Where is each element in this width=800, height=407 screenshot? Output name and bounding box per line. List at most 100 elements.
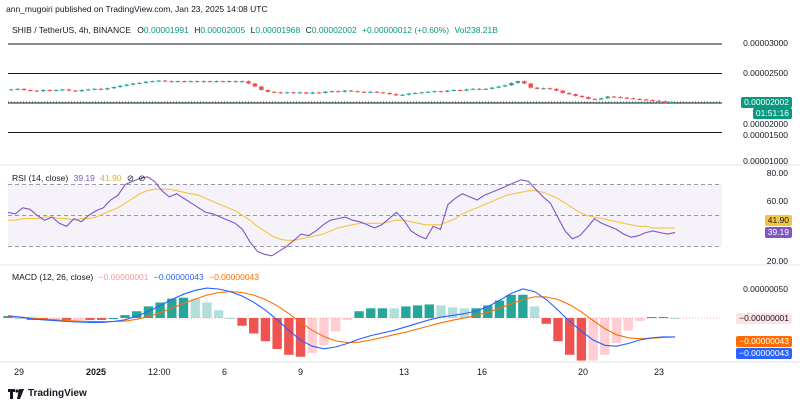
macd-histogram-bar [670, 318, 680, 319]
eye-off-icon[interactable]: ⊘ [126, 173, 135, 183]
macd-histogram-bar [85, 318, 95, 320]
candle [73, 90, 78, 92]
candle [175, 81, 181, 83]
candle [156, 80, 161, 82]
candle [259, 86, 264, 91]
candle [291, 92, 296, 94]
candle [374, 91, 380, 93]
macd-histogram-bar [143, 306, 154, 318]
candle [432, 91, 437, 93]
candle [470, 88, 476, 90]
candle [310, 92, 315, 94]
candle [560, 90, 566, 93]
macd-histogram-bar [424, 304, 434, 318]
candle [336, 91, 341, 93]
macd-histogram-bar [506, 294, 516, 318]
candle [194, 81, 200, 83]
macd-histogram-bar [366, 308, 376, 318]
candle [47, 90, 52, 92]
low-label: L [250, 25, 256, 35]
candle [457, 90, 463, 92]
candle [502, 85, 508, 87]
price-label-30: 0.00003000 [743, 38, 788, 48]
candle [246, 81, 251, 84]
macd-histogram-bar [237, 318, 247, 326]
candle [522, 81, 527, 84]
macd-histogram-bar [447, 307, 458, 318]
candle [477, 88, 482, 90]
current-price-tag: 0.00002002 [741, 97, 792, 108]
time-label: 23 [654, 367, 665, 377]
change-value: +0.00000012 (+0.60%) [362, 25, 450, 35]
macd-histogram-bar [494, 300, 505, 318]
candle [227, 81, 232, 83]
macd-line-tag: −0.00000043 [736, 348, 792, 359]
tradingview-logo-icon [8, 388, 24, 399]
price-label-20: 0.00002000 [743, 119, 788, 129]
candle [624, 97, 630, 99]
time-label: 9 [298, 367, 304, 377]
macd-histogram-bar [658, 317, 668, 319]
candle [509, 82, 514, 86]
macd-histogram-bar [178, 297, 189, 318]
candle [111, 87, 117, 89]
candle [130, 83, 136, 85]
macd-histogram-bar [319, 318, 329, 346]
rsi-tag: 39.19 [764, 227, 792, 238]
macd-histogram-bar [354, 311, 364, 318]
candle [8, 89, 14, 91]
candle [425, 91, 431, 93]
candle [278, 92, 283, 94]
macd-title[interactable]: MACD (12, 26, close) [12, 272, 94, 282]
macd-histogram-bar [389, 308, 399, 318]
macd-histogram-bar [401, 306, 411, 318]
rsi-axis-60: 60.00 [766, 196, 788, 206]
macd-histogram-bar [132, 311, 142, 318]
candle [541, 88, 546, 90]
candle-countdown: 01:51:16 [752, 108, 792, 119]
candle [342, 90, 347, 92]
candle [406, 93, 412, 95]
rsi-axis-20: 20.00 [766, 256, 788, 266]
macd-histogram-bar [15, 318, 25, 319]
candle [92, 88, 97, 90]
macd-signal-value: −0.00000043 [209, 272, 259, 282]
candle [143, 81, 149, 83]
time-label: 2025 [86, 367, 107, 377]
macd-histogram-bar [295, 318, 306, 357]
candle [105, 88, 110, 90]
rsi-title[interactable]: RSI (14, close) [12, 173, 69, 183]
candle [169, 81, 174, 83]
candle [220, 81, 226, 83]
macd-histogram-bar [646, 317, 657, 319]
candle [368, 91, 373, 93]
candle [643, 99, 649, 101]
eye-off-icon[interactable]: ⊘ [138, 173, 146, 183]
macd-histogram-bar [623, 318, 633, 331]
candle [380, 92, 386, 94]
macd-histogram-bar [600, 318, 610, 355]
tradingview-logo[interactable]: TradingView [8, 388, 87, 399]
macd-signal-line [7, 291, 676, 344]
candle [528, 83, 533, 88]
candle [393, 94, 399, 96]
time-label: 13 [399, 367, 410, 377]
macd-histogram-bar [576, 318, 587, 361]
macd-histogram-bar [50, 318, 60, 320]
candle [284, 92, 290, 94]
symbol-title[interactable]: SHIB / TetherUS, 4h, BINANCE [12, 25, 131, 35]
candle [201, 81, 206, 83]
candle [233, 81, 238, 83]
time-label: 6 [222, 367, 228, 377]
candle [579, 95, 585, 98]
macd-signal-tag: −0.00000043 [736, 336, 792, 347]
low-value: 0.00001968 [255, 25, 301, 35]
candle [451, 90, 456, 92]
candle [271, 91, 277, 93]
candle [137, 82, 142, 84]
macd-histogram-bar [96, 318, 107, 320]
macd-legend: MACD (12, 26, close) −0.00000001 −0.0000… [12, 272, 259, 282]
candle [303, 92, 309, 94]
close-value: 0.00002002 [311, 25, 357, 35]
